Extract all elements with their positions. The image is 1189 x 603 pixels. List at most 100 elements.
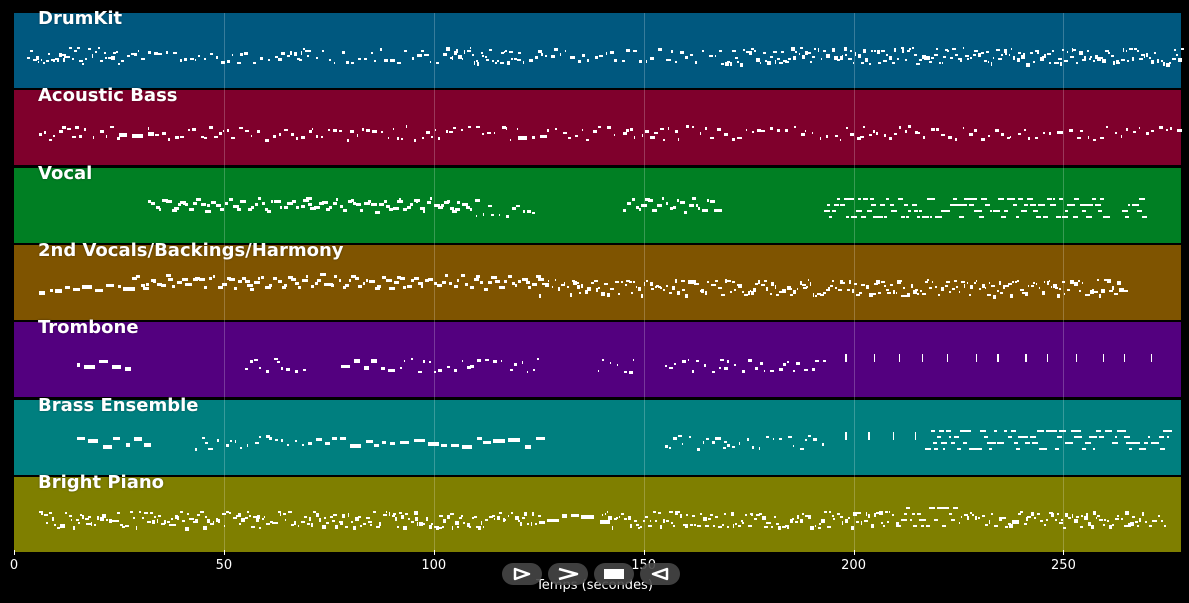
midi-note — [718, 49, 723, 52]
midi-note — [857, 512, 861, 515]
midi-note — [273, 200, 277, 204]
midi-note — [699, 132, 701, 135]
axis-tick — [433, 550, 435, 555]
midi-note — [796, 288, 799, 291]
midi-note — [1094, 290, 1099, 293]
midi-note — [461, 57, 464, 60]
play-icon — [558, 567, 579, 581]
midi-note — [475, 125, 480, 129]
midi-note — [437, 526, 442, 529]
midi-note — [723, 133, 728, 136]
midi-note — [86, 522, 91, 525]
midi-note — [302, 48, 306, 50]
midi-note — [353, 201, 357, 205]
midi-note — [1129, 47, 1134, 50]
midi-note — [508, 50, 513, 53]
midi-note — [354, 276, 359, 280]
midi-note — [1144, 54, 1146, 59]
midi-note — [960, 60, 962, 63]
midi-note — [511, 58, 514, 61]
midi-note — [121, 59, 124, 62]
midi-note — [207, 204, 210, 208]
midi-note — [1123, 354, 1126, 363]
midi-note — [1126, 441, 1130, 444]
rewind-button[interactable] — [640, 563, 680, 585]
midi-note — [597, 286, 601, 289]
midi-note — [296, 58, 301, 61]
midi-note — [727, 360, 730, 363]
midi-note — [63, 524, 65, 529]
midi-note — [876, 279, 880, 284]
midi-note — [911, 47, 914, 50]
grid-line — [433, 13, 435, 550]
midi-note — [773, 50, 778, 53]
midi-note — [451, 443, 460, 448]
midi-note — [462, 445, 473, 449]
midi-note — [476, 359, 481, 362]
midi-note — [400, 137, 404, 141]
midi-note — [417, 522, 419, 527]
midi-note — [449, 57, 453, 60]
midi-note — [1036, 51, 1040, 54]
midi-note — [414, 438, 425, 443]
midi-note — [928, 506, 932, 510]
track-lane[interactable]: Trombone — [14, 317, 1181, 398]
midi-note — [1160, 60, 1164, 63]
midi-note — [339, 436, 347, 440]
midi-note — [1159, 126, 1163, 129]
stop-button[interactable] — [594, 563, 634, 585]
midi-note — [532, 211, 536, 215]
midi-note — [195, 58, 197, 62]
midi-note — [712, 441, 715, 444]
midi-note — [458, 54, 463, 59]
midi-note — [156, 283, 163, 287]
midi-note — [234, 286, 238, 290]
midi-note — [622, 132, 627, 135]
midi-note — [710, 513, 713, 516]
midi-note — [925, 524, 931, 528]
midi-note — [1001, 215, 1007, 219]
midi-note — [418, 521, 423, 526]
track-lane[interactable]: DrumKit — [14, 8, 1184, 88]
midi-note — [1079, 435, 1082, 438]
midi-note — [464, 50, 466, 55]
midi-note — [889, 203, 894, 207]
play-button[interactable] — [548, 563, 588, 585]
midi-note — [714, 284, 716, 287]
midi-note — [142, 517, 145, 520]
midi-note — [551, 286, 553, 289]
midi-note — [895, 522, 899, 527]
midi-note — [112, 365, 121, 369]
track-lane[interactable]: Brass Ensemble — [14, 395, 1181, 475]
midi-note — [1150, 354, 1153, 363]
midi-note — [530, 521, 532, 526]
midi-note — [697, 206, 701, 210]
track-lane[interactable]: Bright Piano — [14, 472, 1181, 552]
midi-note — [457, 200, 461, 204]
midi-note — [162, 199, 169, 203]
track-lane[interactable]: Acoustic Bass — [14, 85, 1182, 166]
midi-note — [1036, 429, 1042, 432]
midi-note — [503, 280, 507, 284]
midi-note — [831, 514, 834, 517]
midi-note — [354, 359, 361, 363]
midi-note — [255, 517, 260, 522]
midi-note — [1108, 289, 1113, 292]
midi-note — [230, 439, 232, 443]
midi-note — [511, 511, 514, 514]
midi-note — [372, 130, 377, 133]
midi-note — [272, 135, 277, 138]
midi-note — [286, 55, 291, 58]
midi-note — [307, 441, 313, 446]
midi-note — [638, 286, 642, 291]
track-lane[interactable]: 2nd Vocals/Backings/Harmony — [14, 240, 1181, 320]
track-lane[interactable]: Vocal — [14, 163, 1181, 243]
play-from-start-button[interactable] — [502, 563, 542, 585]
midi-note — [207, 519, 211, 524]
midi-note — [525, 445, 532, 449]
midi-note — [945, 48, 949, 51]
midi-note — [596, 288, 598, 293]
midi-note — [1083, 55, 1086, 60]
midi-note — [904, 59, 908, 61]
midi-note — [644, 130, 649, 133]
